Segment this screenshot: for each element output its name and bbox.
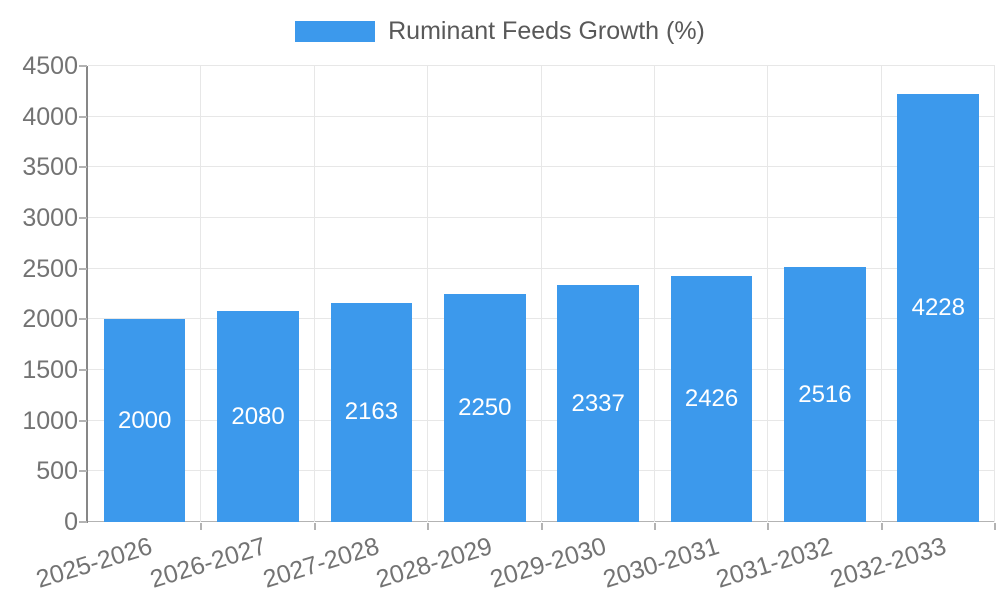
y-axis-tick-label: 1000 [22,406,78,435]
y-gridline [88,166,995,168]
x-gridline [653,66,655,522]
y-axis-tick-mark [79,217,87,219]
y-axis-tick-mark [79,419,87,422]
y-axis-tick-mark [79,115,87,118]
y-gridline [88,115,995,117]
bar-value-label: 2000 [117,406,172,434]
x-axis-tick-label: 2030-2031 [599,532,723,594]
bar-2027-2028: 2163 [330,302,413,522]
x-axis-tick-label: 2025-2026 [33,532,156,594]
y-axis-tick-label: 3000 [22,204,78,232]
bar-value-label: 2337 [571,389,625,417]
y-axis-tick-mark [79,318,87,321]
y-gridline [88,267,995,269]
plot-area: 2000 2080 2163 2250 2337 2426 2516 4228 [88,65,995,522]
bar-value-label: 2163 [344,398,399,426]
y-axis-tick-label: 0 [64,508,78,536]
y-gridline [88,65,995,66]
bar-2026-2027: 2080 [217,311,299,522]
x-axis-tick-mark [767,523,770,530]
x-gridline [540,66,542,522]
y-gridline [88,318,995,320]
legend-label: Ruminant Feeds Growth (%) [388,17,705,45]
bar-2032-2033: 4228 [897,93,980,522]
x-axis-tick-mark [994,523,996,530]
bar-value-label: 2250 [458,394,512,421]
x-gridline [994,66,995,522]
bar-value-label: 2426 [684,385,739,413]
y-axis-tick-mark [79,166,87,169]
bar-value-label: 4228 [911,293,965,321]
legend-swatch [295,20,376,42]
x-axis-tick-mark [427,523,430,530]
y-axis-tick-mark [79,470,87,473]
bar-value-label: 2080 [231,402,285,430]
x-gridline [313,66,315,522]
x-gridline [427,66,429,522]
x-axis-tick-label: 2026-2027 [146,532,269,594]
x-gridline [767,66,769,522]
y-axis-tick-label: 2500 [22,254,78,283]
y-axis-tick-label: 500 [36,457,78,486]
y-gridline [88,470,995,472]
y-axis-tick-mark [79,267,87,270]
x-axis-tick-label: 2027-2028 [259,532,383,594]
y-axis-tick-mark [79,369,87,371]
y-axis-tick-label: 4500 [22,52,78,80]
x-axis-tick-label: 2031-2032 [713,532,836,594]
y-gridline [88,217,995,219]
bar-2030-2031: 2426 [670,276,753,522]
x-axis-tick-label: 2029-2030 [486,532,610,594]
x-axis-tick-mark [540,523,543,530]
x-gridline [200,66,202,522]
y-axis-tick-label: 2000 [22,305,78,334]
bar-value-label: 2516 [798,380,852,408]
y-axis-tick-label: 4000 [22,102,78,131]
y-axis-tick-mark [79,65,87,67]
x-axis-tick-mark [200,523,203,530]
legend[interactable]: Ruminant Feeds Growth (%) [0,17,1000,45]
x-axis-tick-mark [313,523,316,530]
bar-2025-2026: 2000 [103,319,186,522]
y-axis-line [86,66,88,523]
y-gridline [88,419,995,421]
bar-2028-2029: 2250 [443,294,526,522]
y-axis-tick-mark [79,521,87,523]
x-axis-tick-mark [653,523,656,530]
x-gridline [880,66,882,522]
y-axis-tick-label: 1500 [22,356,78,384]
x-axis-zero-line [88,521,995,522]
bar-2031-2032: 2516 [784,267,866,522]
y-gridline [88,369,995,371]
x-axis-tick-label: 2028-2029 [373,532,496,594]
bar-2029-2030: 2337 [557,285,639,522]
y-axis-tick-label: 3500 [22,153,78,182]
x-axis-tick-label: 2032-2033 [826,532,950,594]
x-axis-tick-mark [880,523,883,530]
